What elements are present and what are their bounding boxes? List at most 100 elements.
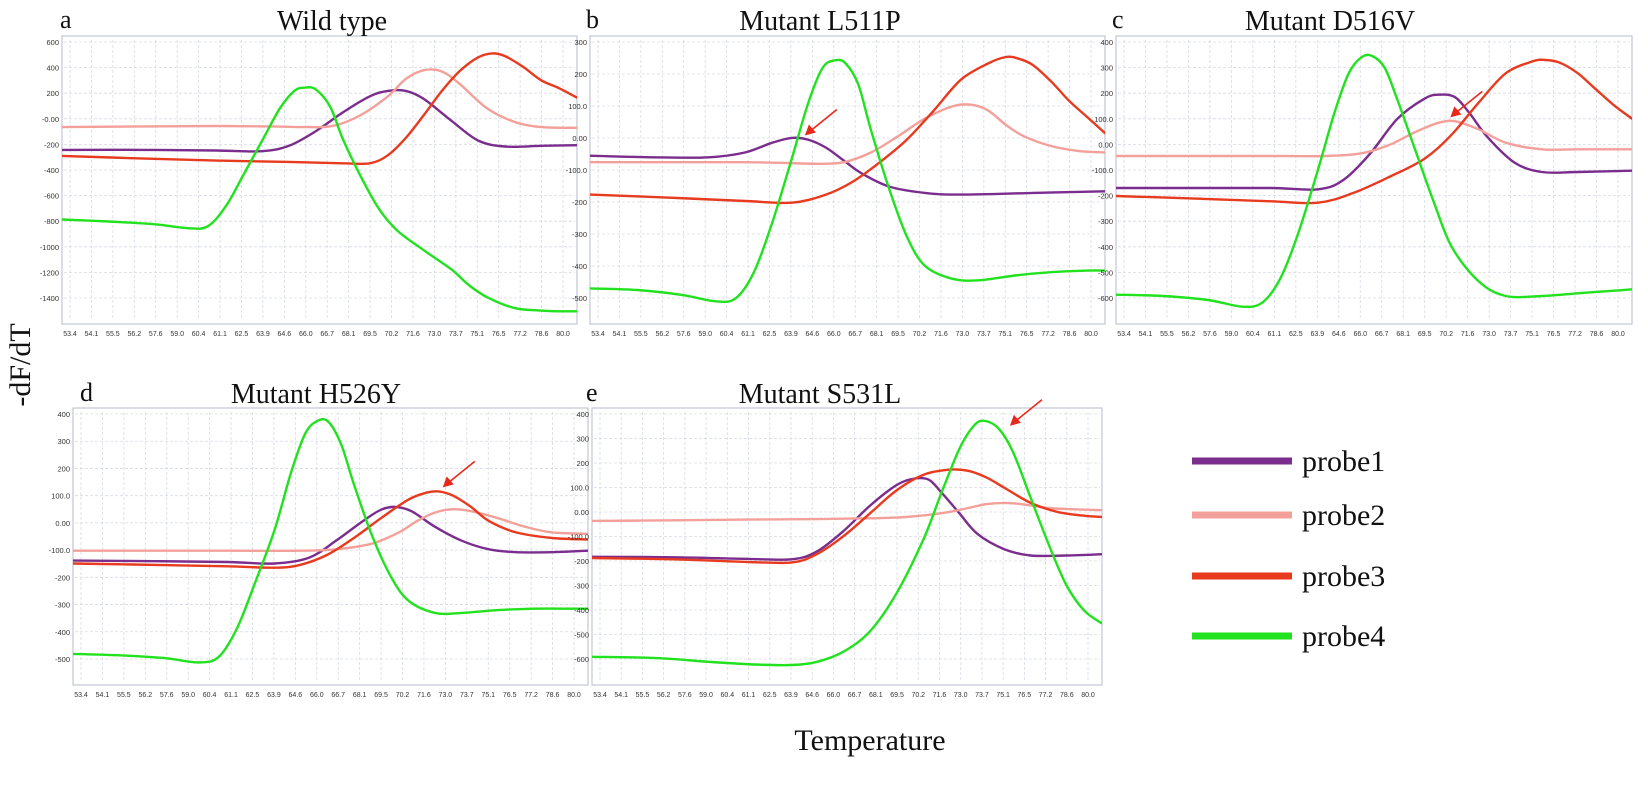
series-line-probe3	[73, 490, 588, 569]
y-tick-label: -600	[1098, 294, 1113, 303]
x-tick-label: 61.1	[1268, 331, 1282, 338]
y-tick-label: -600	[44, 192, 59, 201]
x-tick-label: 75.1	[481, 692, 495, 699]
y-tick-label: 200	[574, 70, 587, 79]
x-tick-label: 57.6	[160, 692, 174, 699]
plot-frame	[1115, 35, 1633, 325]
x-tick-label: 54.1	[614, 692, 628, 699]
x-tick-label: 80.0	[567, 692, 581, 699]
y-tick-label: 300	[574, 38, 587, 47]
x-tick-label: 76.5	[1018, 692, 1032, 699]
y-tick-label: 0.00	[574, 508, 589, 517]
x-tick-label: 73.0	[954, 692, 968, 699]
y-tick-label: -400	[55, 628, 70, 637]
y-tick-label: -500	[1098, 268, 1113, 277]
x-tick-label: 69.5	[363, 331, 377, 338]
x-tick-label: 55.5	[106, 331, 120, 338]
x-tick-label: 70.2	[396, 692, 410, 699]
x-tick-label: 78.6	[546, 692, 560, 699]
x-tick-label: 70.2	[1439, 331, 1453, 338]
panel-e-letter: e	[586, 378, 598, 407]
x-tick-label: 73.7	[460, 692, 474, 699]
x-tick-label: 80.0	[1084, 331, 1098, 338]
x-tick-label: 59.0	[698, 331, 712, 338]
x-tick-label: 76.5	[503, 692, 517, 699]
x-tick-label: 57.6	[149, 331, 163, 338]
annotation-arrowhead	[804, 124, 816, 136]
y-tick-label: 0.00	[55, 519, 70, 528]
x-tick-label: 76.5	[1020, 331, 1034, 338]
panel-b: 53.4 54.1 55.5 56.2 57.6 59.0 60.4 61.1 62.5 63.9…	[566, 35, 1106, 338]
y-tick-label: -600	[574, 655, 589, 664]
panel-d: 53.4 54.1 55.5 56.2 57.6 59.0 60.4 61.1 62.5 63.9…	[49, 407, 589, 699]
x-tick-label: 53.4	[74, 692, 88, 699]
y-tick-label: -200	[44, 140, 59, 149]
series-line-probe2	[1116, 119, 1632, 158]
y-tick-label: -200	[55, 573, 70, 582]
y-tick-label: -100.0	[568, 533, 589, 542]
legend: probe1 probe2 probe3 probe4	[1192, 445, 1385, 653]
y-tick-label: -100.0	[566, 166, 587, 175]
y-tick-label: 200	[576, 459, 589, 468]
x-tick-label: 73.0	[956, 331, 970, 338]
panel-e-title: Mutant S531L	[739, 379, 902, 410]
y-tick-label: -500	[572, 294, 587, 303]
x-tick-label: 78.6	[535, 331, 549, 338]
x-tick-label: 78.6	[1060, 692, 1074, 699]
x-tick-label: 57.6	[678, 692, 692, 699]
panel-d-title: Mutant H526Y	[231, 379, 401, 410]
x-tick-label: 59.0	[181, 692, 195, 699]
y-tick-label: -200	[1098, 192, 1113, 201]
y-tick-label: 100.0	[1094, 115, 1113, 124]
x-tick-label: 57.6	[1203, 331, 1217, 338]
x-tick-label: 60.4	[192, 331, 206, 338]
x-tick-label: 76.5	[492, 331, 506, 338]
annotation-arrowhead	[1009, 414, 1021, 426]
y-tick-label: -200	[572, 198, 587, 207]
x-tick-label: 70.2	[385, 331, 399, 338]
x-tick-label: 77.2	[1039, 692, 1053, 699]
x-tick-label: 60.4	[720, 692, 734, 699]
plot-frame	[591, 407, 1103, 686]
y-tick-label: -500	[574, 631, 589, 640]
x-tick-label: 78.6	[1590, 331, 1604, 338]
x-tick-label: 78.6	[1063, 331, 1077, 338]
x-tick-label: 63.9	[256, 331, 270, 338]
y-tick-label: -300	[55, 601, 70, 610]
x-tick-label: 75.1	[998, 331, 1012, 338]
series-line-probe2	[62, 68, 577, 129]
series-line-probe4	[1116, 53, 1632, 309]
panel-b-letter: b	[586, 5, 599, 34]
x-tick-label: 69.5	[374, 692, 388, 699]
x-tick-label: 66.0	[299, 331, 313, 338]
x-tick-label: 71.6	[406, 331, 420, 338]
annotation-arrowhead	[442, 476, 454, 488]
y-tick-label: -500	[55, 655, 70, 664]
x-tick-label: 69.5	[1418, 331, 1432, 338]
x-tick-label: 54.1	[85, 331, 99, 338]
y-axis-label: -dF/dT	[4, 323, 37, 406]
series-line-probe4	[73, 417, 588, 664]
y-tick-label: 0.00	[1098, 140, 1113, 149]
x-tick-label: 70.2	[911, 692, 925, 699]
panel-e: 53.4 54.1 55.5 56.2 57.6 59.0 60.4 61.1 62.5 63.9…	[568, 399, 1103, 699]
series-line-probe4	[590, 58, 1105, 304]
y-tick-label: 400	[46, 64, 59, 73]
annotation-arrow	[1455, 90, 1483, 113]
x-tick-label: 66.0	[827, 692, 841, 699]
x-tick-label: 53.4	[63, 331, 77, 338]
x-tick-label: 61.1	[742, 692, 756, 699]
x-tick-label: 70.2	[913, 331, 927, 338]
x-tick-label: 64.6	[806, 331, 820, 338]
x-tick-label: 75.1	[996, 692, 1010, 699]
x-tick-label: 56.2	[657, 692, 671, 699]
y-tick-label: -400	[1098, 243, 1113, 252]
x-tick-label: 59.0	[170, 331, 184, 338]
x-tick-label: 71.6	[933, 692, 947, 699]
annotation-arrow	[448, 460, 476, 484]
y-tick-label: -300	[1098, 217, 1113, 226]
x-tick-label: 64.6	[278, 331, 292, 338]
x-tick-label: 62.5	[1289, 331, 1303, 338]
x-tick-label: 64.6	[289, 692, 303, 699]
